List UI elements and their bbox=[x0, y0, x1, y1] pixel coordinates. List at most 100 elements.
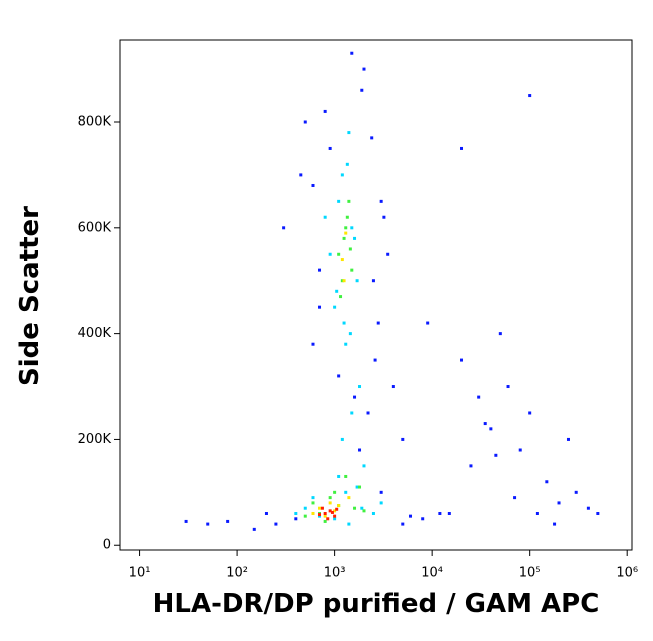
point bbox=[342, 236, 346, 240]
x-tick-label: 10⁶ bbox=[616, 566, 638, 581]
point bbox=[360, 506, 364, 510]
point bbox=[506, 385, 510, 389]
point bbox=[340, 173, 344, 177]
point bbox=[337, 504, 341, 508]
point bbox=[401, 437, 405, 441]
point bbox=[528, 411, 532, 415]
x-tick-label: 10⁴ bbox=[421, 566, 443, 581]
point bbox=[340, 437, 344, 441]
point bbox=[333, 305, 337, 309]
point bbox=[226, 519, 230, 523]
point bbox=[294, 517, 298, 521]
point bbox=[303, 514, 307, 518]
point bbox=[350, 411, 354, 415]
y-axis-title: Side Scatter bbox=[15, 206, 45, 386]
point bbox=[264, 511, 268, 515]
point bbox=[358, 385, 362, 389]
point bbox=[545, 480, 549, 484]
point bbox=[596, 511, 600, 515]
point bbox=[311, 501, 315, 505]
x-tick-label: 10⁵ bbox=[519, 566, 541, 581]
point bbox=[348, 332, 352, 336]
point bbox=[421, 517, 425, 521]
point bbox=[344, 474, 348, 478]
point bbox=[477, 395, 481, 399]
point bbox=[344, 226, 348, 230]
point bbox=[494, 453, 498, 457]
point bbox=[337, 199, 341, 203]
point bbox=[340, 258, 344, 262]
point bbox=[326, 517, 330, 521]
point bbox=[353, 506, 357, 510]
point bbox=[353, 395, 357, 399]
point bbox=[574, 490, 578, 494]
point bbox=[323, 514, 327, 518]
point bbox=[379, 199, 383, 203]
point bbox=[337, 374, 341, 378]
point bbox=[353, 236, 357, 240]
point bbox=[318, 513, 322, 517]
point bbox=[323, 519, 327, 523]
point bbox=[513, 496, 517, 500]
point bbox=[344, 490, 348, 494]
point bbox=[333, 514, 337, 518]
x-tick-label: 10³ bbox=[324, 566, 346, 581]
point bbox=[518, 448, 522, 452]
point bbox=[328, 496, 332, 500]
point bbox=[299, 173, 303, 177]
point bbox=[379, 501, 383, 505]
point bbox=[318, 268, 322, 272]
point bbox=[586, 506, 590, 510]
point bbox=[409, 514, 413, 518]
point bbox=[535, 511, 539, 515]
point bbox=[350, 268, 354, 272]
point bbox=[350, 51, 354, 55]
point bbox=[366, 411, 370, 415]
point bbox=[274, 522, 278, 526]
point bbox=[323, 109, 327, 113]
point bbox=[347, 496, 351, 500]
point bbox=[318, 305, 322, 309]
point bbox=[294, 511, 298, 515]
point bbox=[469, 464, 473, 468]
point bbox=[333, 490, 337, 494]
point bbox=[303, 506, 307, 510]
point bbox=[376, 321, 380, 325]
point bbox=[362, 509, 366, 513]
point bbox=[355, 485, 359, 489]
point bbox=[347, 131, 351, 135]
point bbox=[528, 94, 532, 98]
point bbox=[379, 490, 383, 494]
y-tick-label: 800K bbox=[78, 115, 112, 130]
point bbox=[335, 289, 339, 293]
point bbox=[318, 514, 322, 518]
x-tick-label: 10² bbox=[226, 566, 248, 581]
point bbox=[328, 146, 332, 150]
point bbox=[333, 517, 337, 521]
point bbox=[348, 247, 352, 251]
point bbox=[358, 448, 362, 452]
point bbox=[282, 226, 286, 230]
point bbox=[345, 215, 349, 219]
point bbox=[373, 358, 377, 362]
point bbox=[460, 358, 464, 362]
point bbox=[362, 464, 366, 468]
point bbox=[426, 321, 430, 325]
point bbox=[206, 522, 210, 526]
point bbox=[345, 162, 349, 166]
point bbox=[328, 509, 332, 513]
point bbox=[311, 342, 315, 346]
y-tick-label: 200K bbox=[78, 432, 112, 447]
point bbox=[337, 252, 341, 256]
point bbox=[358, 485, 362, 489]
point bbox=[328, 252, 332, 256]
point bbox=[333, 509, 337, 513]
point bbox=[460, 146, 464, 150]
point bbox=[382, 215, 386, 219]
point bbox=[311, 496, 315, 500]
point bbox=[311, 511, 315, 515]
point bbox=[355, 279, 359, 283]
point bbox=[483, 422, 487, 426]
point bbox=[318, 506, 322, 510]
y-tick-label: 0 bbox=[103, 538, 111, 553]
